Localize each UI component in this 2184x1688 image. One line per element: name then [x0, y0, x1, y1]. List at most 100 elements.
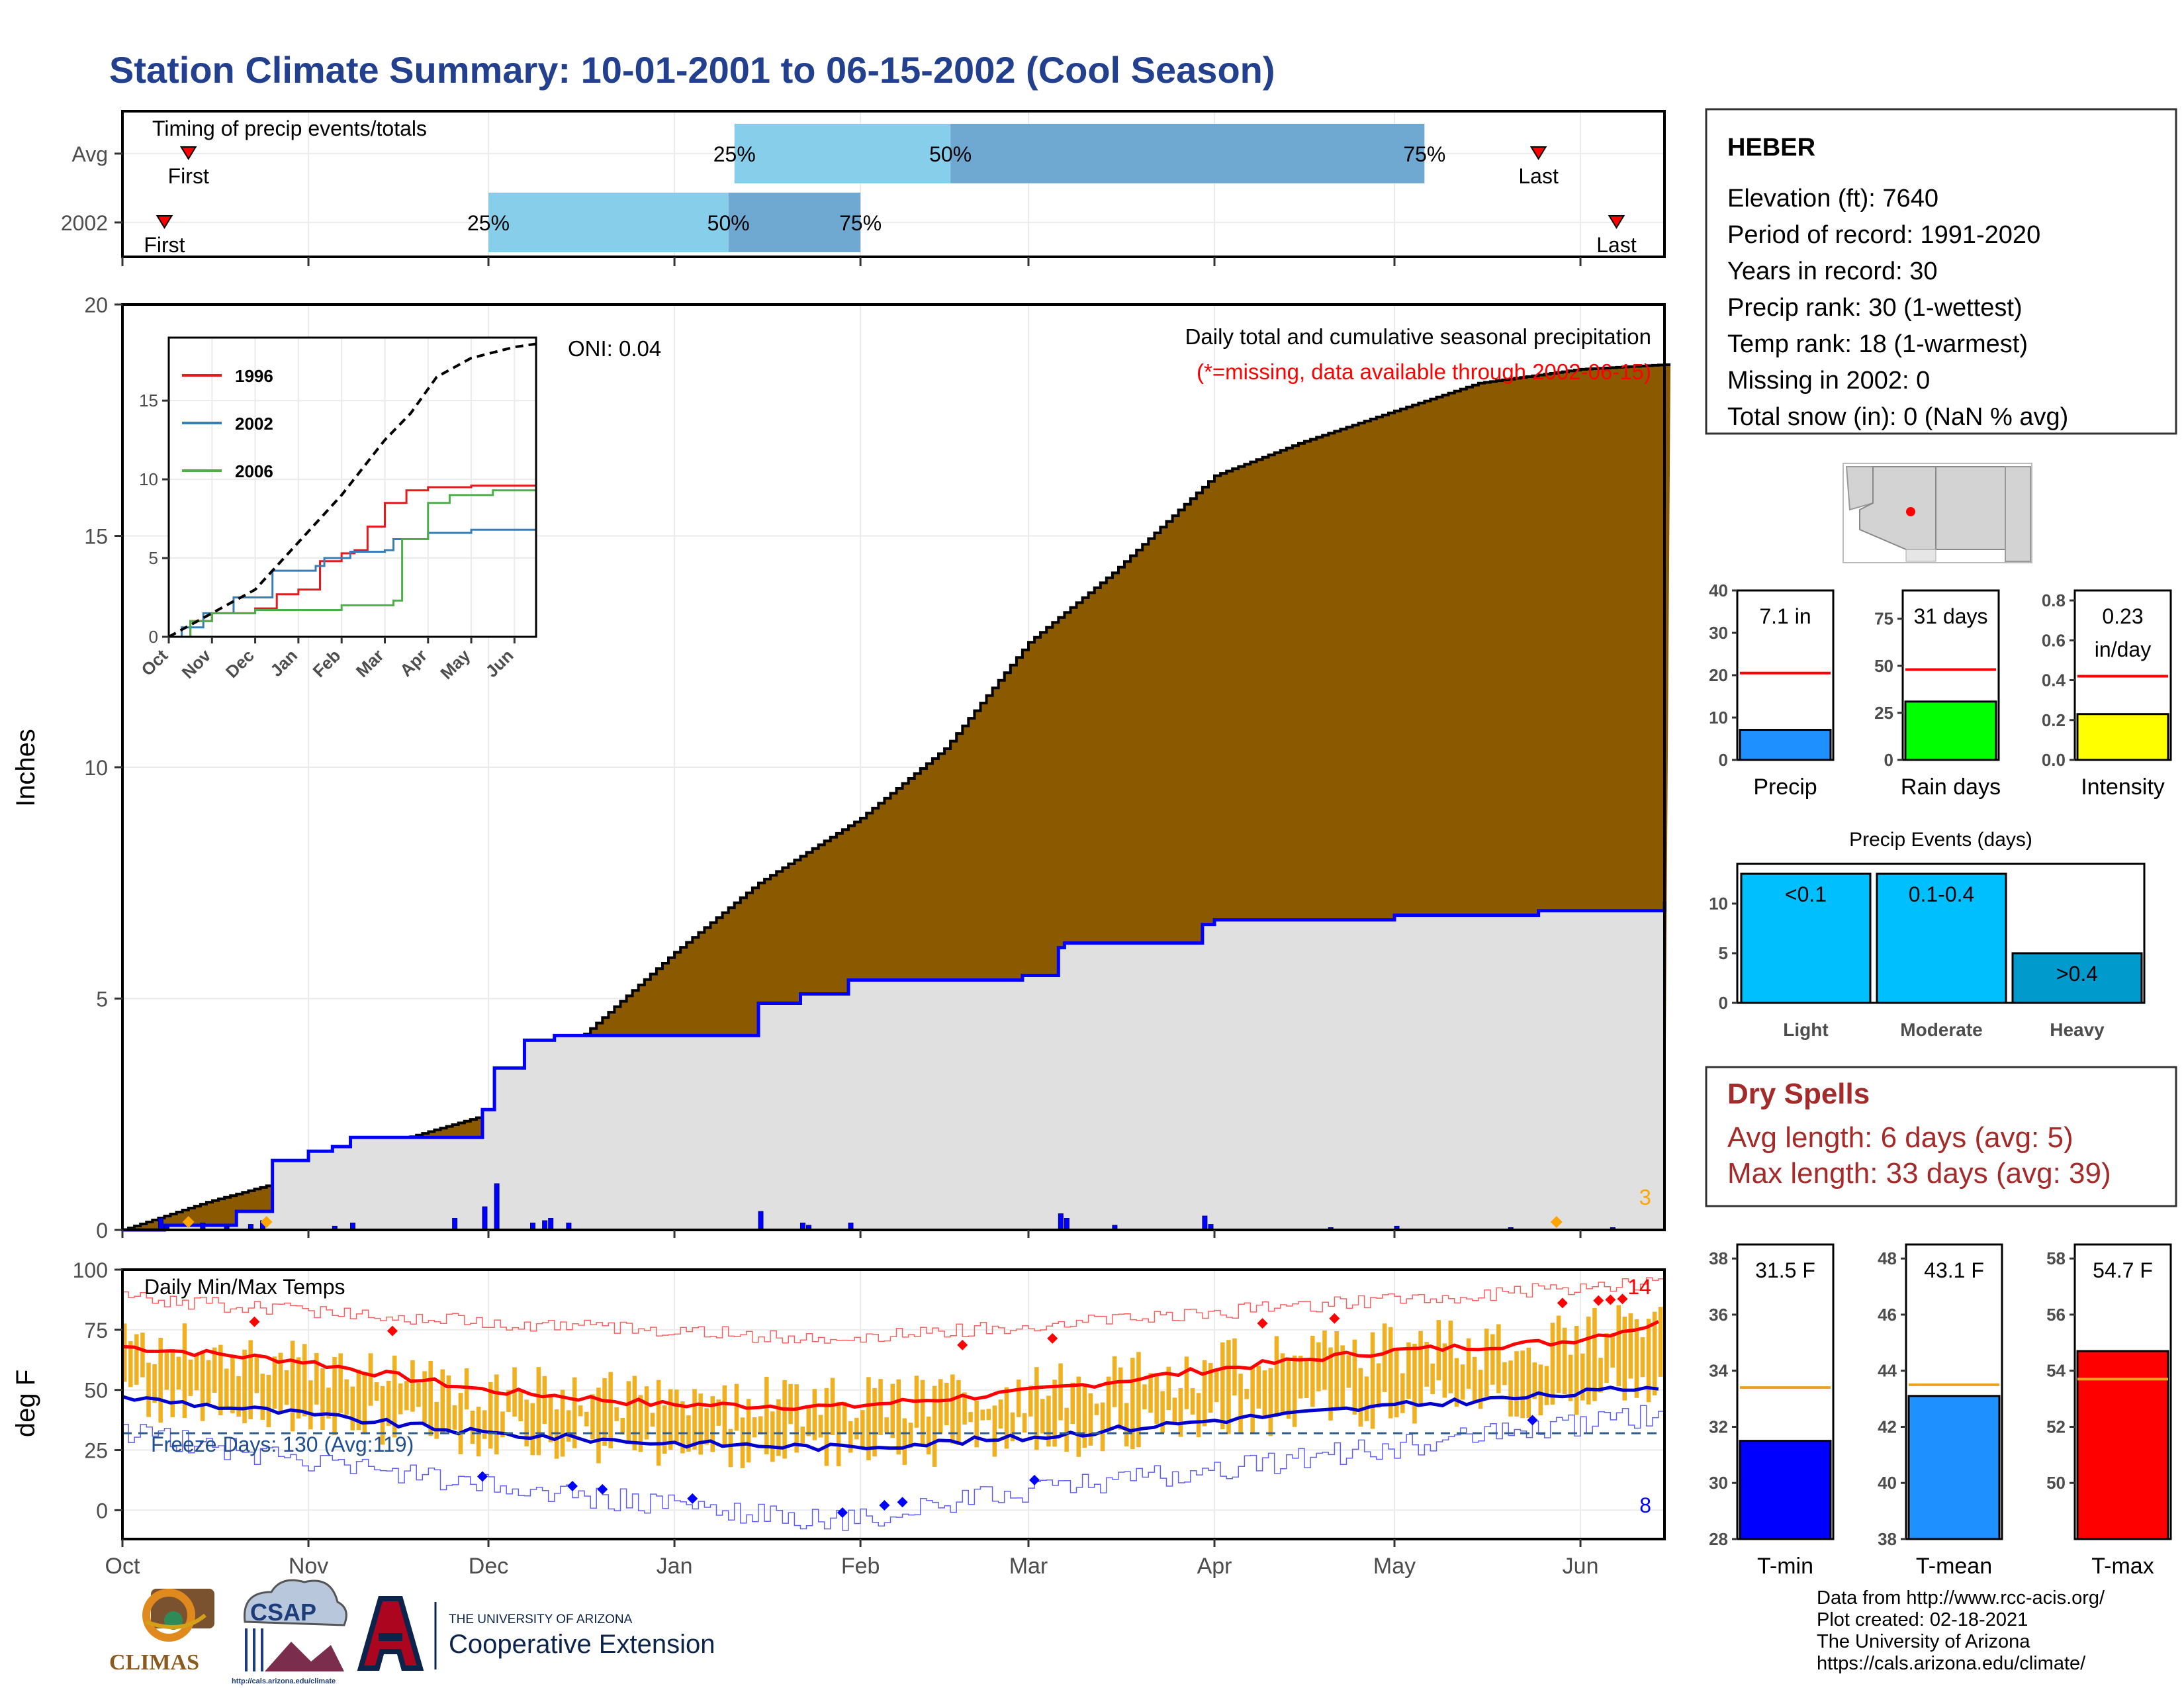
- daily-temp-bar: [1028, 1385, 1033, 1417]
- station-line: Elevation (ft): 7640: [1727, 185, 1938, 212]
- y-tick-label: 25: [84, 1439, 108, 1463]
- daily-temp-bar: [176, 1356, 181, 1390]
- record-high-marker: [1329, 1313, 1340, 1324]
- mini-y-tick-label: 50: [2046, 1473, 2066, 1493]
- daily-temp-bar: [824, 1387, 829, 1466]
- mini-frame: [2073, 589, 2172, 761]
- y-tick-label: 20: [84, 293, 108, 317]
- mini-y-tick-label: 0.4: [2042, 671, 2066, 690]
- daily-temp-bar: [1448, 1320, 1453, 1393]
- daily-temp-bar: [1466, 1338, 1471, 1389]
- events-y-tick-label: 0: [1719, 993, 1728, 1013]
- timing-last-marker: [1529, 146, 1547, 160]
- daily-temp-bar: [728, 1429, 733, 1468]
- record-high-marker: [249, 1316, 260, 1327]
- mini-y-tick-label: 32: [1709, 1417, 1728, 1436]
- daily-temp-bar: [542, 1376, 547, 1424]
- footer-line: The University of Arizona: [1817, 1631, 2030, 1652]
- daily-temp-bar: [278, 1352, 283, 1413]
- daily-temp-bar: [854, 1417, 859, 1440]
- daily-precip-bar: [548, 1218, 554, 1231]
- mini-value-label: 7.1 in: [1759, 604, 1811, 628]
- daily-temp-bar: [350, 1386, 355, 1430]
- daily-temp-bar: [1406, 1342, 1411, 1399]
- daily-temp-bar: [680, 1401, 685, 1454]
- record-low-count: 8: [1639, 1493, 1651, 1517]
- locator-map: [1843, 463, 2032, 563]
- daily-temp-bar: [608, 1372, 613, 1448]
- daily-temp-bar: [1070, 1382, 1075, 1424]
- daily-temp-bar: [656, 1380, 661, 1466]
- timing-last-label: Last: [1596, 233, 1637, 257]
- mini-y-tick-label: 56: [2046, 1305, 2066, 1325]
- daily-temp-bar: [1646, 1319, 1651, 1403]
- station-line: Precip rank: 30 (1-wettest): [1727, 294, 2023, 322]
- record-high-marker: [957, 1339, 968, 1350]
- daily-temp-bar: [962, 1392, 967, 1425]
- daily-temp-bar: [368, 1353, 373, 1406]
- timing-first-label: First: [168, 164, 209, 188]
- daily-temp-bar: [290, 1340, 295, 1432]
- daily-precip-bar: [494, 1183, 500, 1231]
- daily-temp-bar: [1376, 1363, 1381, 1408]
- daily-temp-bar: [218, 1344, 223, 1415]
- mini-y-tick-label: 46: [1878, 1305, 1897, 1325]
- mini-y-tick-label: 34: [1709, 1361, 1728, 1381]
- daily-temp-bar: [1088, 1393, 1093, 1446]
- daily-temp-bar: [866, 1377, 871, 1460]
- mini-bar: [1904, 700, 1997, 761]
- daily-temp-bar: [956, 1380, 961, 1445]
- daily-temp-bar: [986, 1409, 991, 1421]
- daily-temp-bar: [266, 1374, 271, 1428]
- daily-temp-bar: [356, 1370, 361, 1430]
- mini-y-tick-label: 58: [2046, 1248, 2066, 1268]
- daily-temp-bar: [1058, 1363, 1063, 1421]
- timing-row-label: 2002: [61, 211, 108, 235]
- y-tick-label: 10: [84, 756, 108, 780]
- mini-y-tick-label: 50: [1874, 656, 1893, 676]
- daily-temp-bar: [794, 1384, 799, 1453]
- daily-temp-bar: [1130, 1358, 1135, 1450]
- timing-percent-label: 75%: [839, 211, 882, 235]
- footer-line: Data from http://www.rcc-acis.org/: [1817, 1587, 2105, 1609]
- daily-temp-bar: [908, 1423, 913, 1448]
- mini-y-tick-label: 20: [1709, 665, 1728, 685]
- daily-temp-bar: [878, 1379, 883, 1435]
- daily-temp-bar: [1508, 1360, 1513, 1417]
- dry-spells-max: Max length: 33 days (avg: 39): [1727, 1157, 2111, 1190]
- x-tick-label: Feb: [841, 1554, 880, 1579]
- page-title: Station Climate Summary: 10-01-2001 to 0…: [109, 49, 1275, 91]
- precip-y-axis-label: Inches: [11, 729, 40, 807]
- daily-temp-bar: [698, 1393, 703, 1455]
- daily-temp-bar: [200, 1350, 205, 1421]
- daily-temp-bar: [404, 1381, 409, 1411]
- x-tick-label: Mar: [1009, 1554, 1048, 1579]
- daily-temp-bar: [896, 1379, 901, 1455]
- inset-background: [169, 338, 536, 637]
- inset-legend-label: 1996: [235, 366, 273, 386]
- daily-temp-bar: [782, 1380, 787, 1459]
- daily-temp-bar: [818, 1415, 823, 1438]
- timing-first-marker: [156, 215, 173, 229]
- record-high-marker: [1605, 1294, 1616, 1305]
- daily-temp-bar: [1340, 1345, 1345, 1411]
- mini-y-tick-label: 0: [1884, 750, 1893, 770]
- mini-y-tick-label: 42: [1878, 1417, 1897, 1436]
- daily-temp-bar: [308, 1380, 313, 1430]
- daily-temp-bar: [518, 1391, 523, 1421]
- daily-temp-bar: [188, 1359, 193, 1396]
- daily-temp-bar: [1184, 1356, 1189, 1409]
- mini-bar: [2076, 713, 2169, 761]
- y-tick-label: 75: [84, 1319, 108, 1342]
- daily-temp-bar: [1652, 1311, 1657, 1395]
- inset-series-line: [168, 342, 537, 638]
- record-low-marker: [879, 1500, 890, 1511]
- mini-y-tick-label: 38: [1709, 1248, 1728, 1268]
- daily-temp-bar: [932, 1385, 937, 1467]
- mini-value-label: 43.1 F: [1924, 1258, 1984, 1282]
- timing-first-label: First: [144, 233, 185, 257]
- event-category-label: Light: [1783, 1019, 1828, 1040]
- daily-temp-bar: [1496, 1324, 1501, 1393]
- daily-temp-bar: [1040, 1399, 1045, 1434]
- daily-temp-bar: [1316, 1342, 1321, 1391]
